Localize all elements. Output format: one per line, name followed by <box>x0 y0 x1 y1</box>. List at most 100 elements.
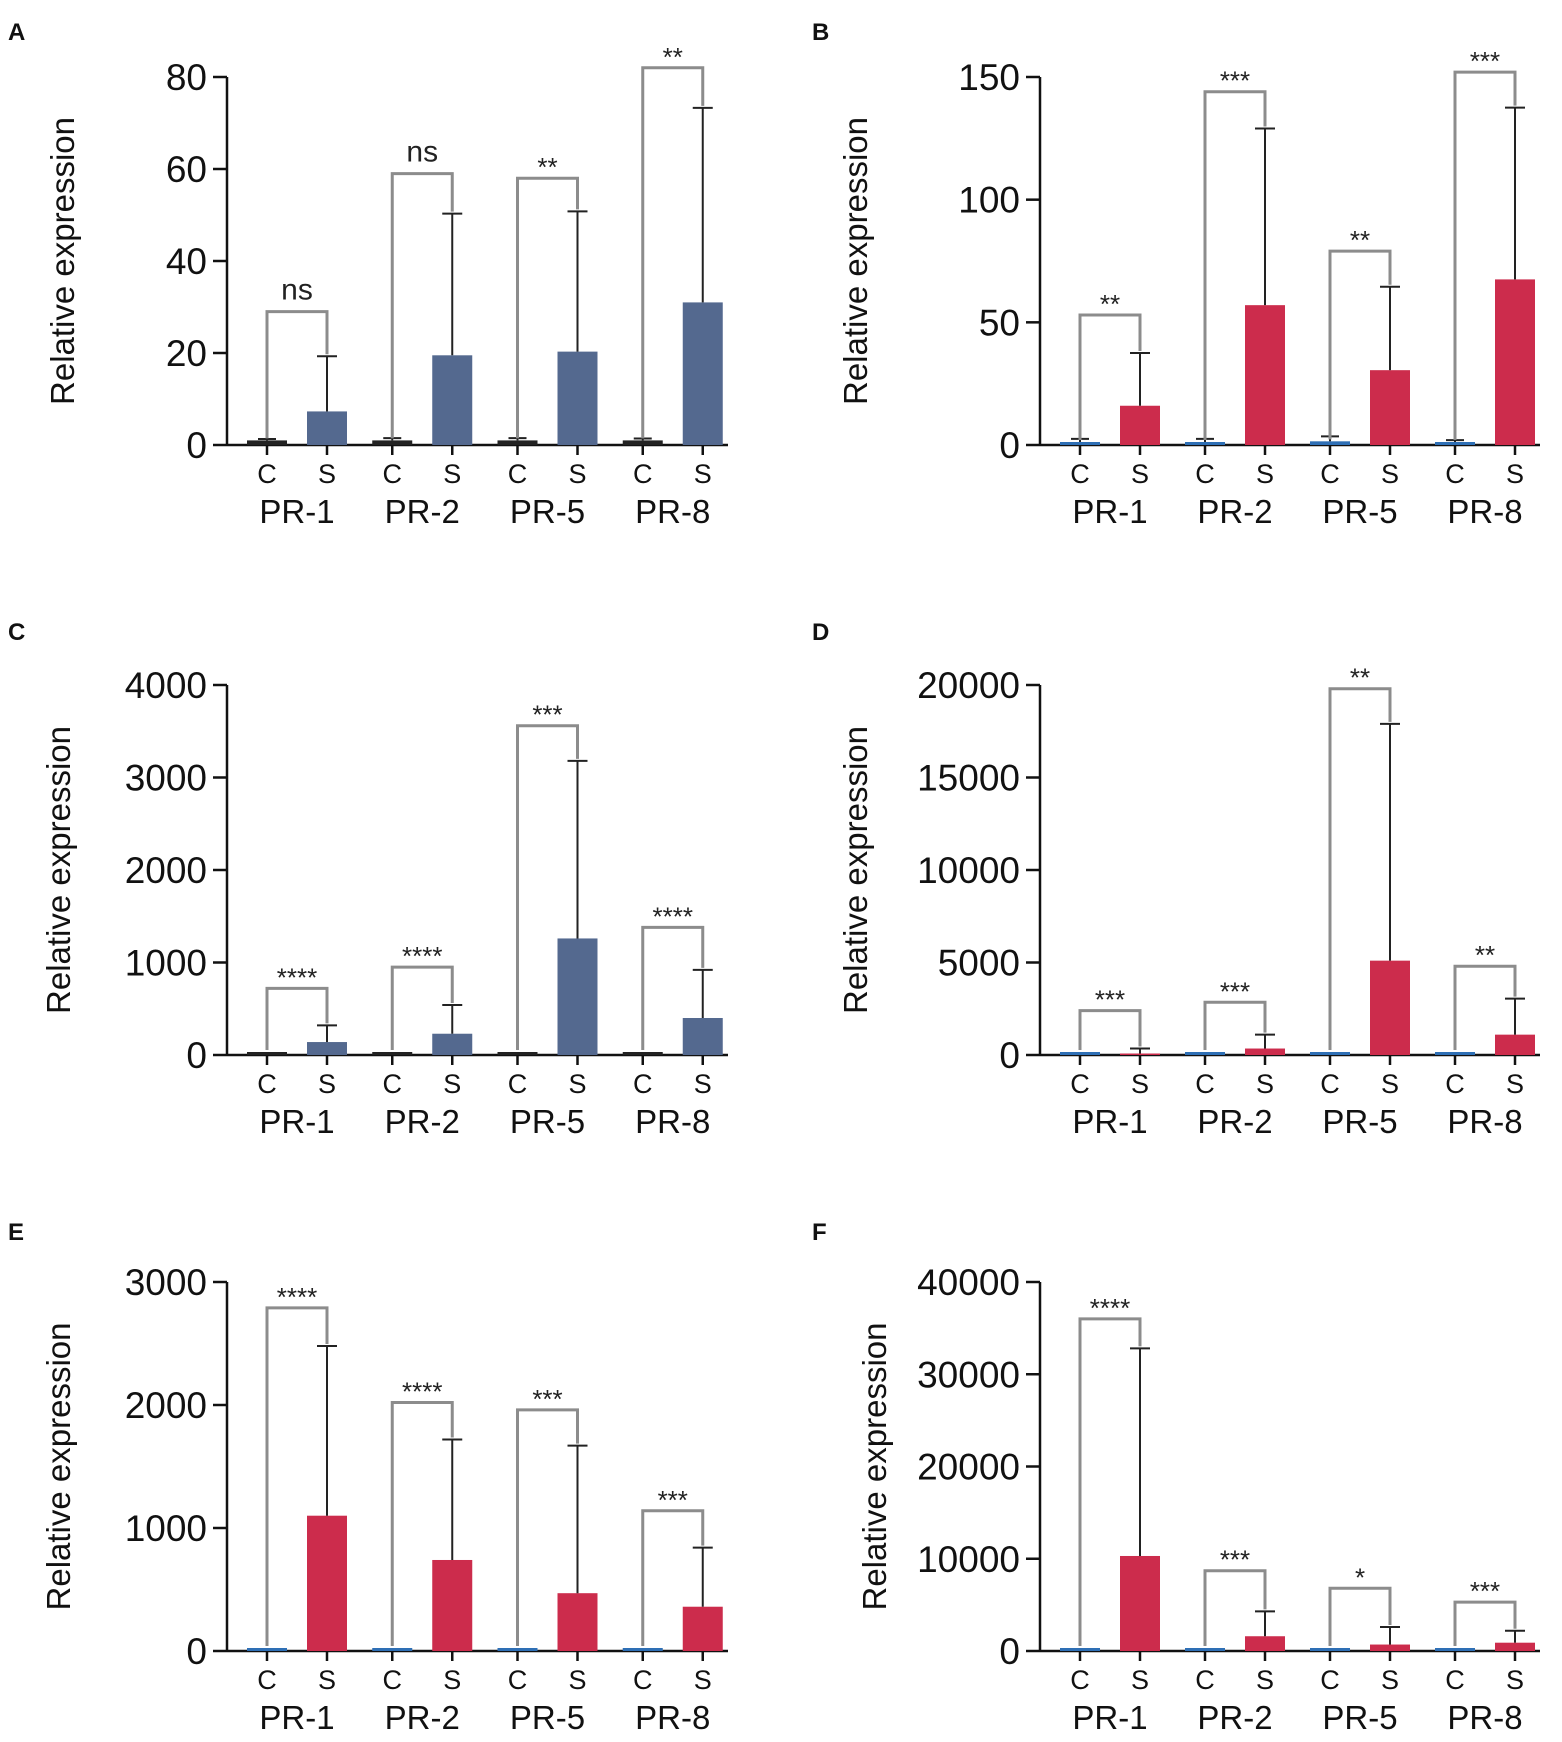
significance-bracket <box>265 986 329 1050</box>
significance-label: **** <box>277 1282 317 1312</box>
significance-label: **** <box>653 901 693 931</box>
x-label-control: C <box>1070 459 1090 489</box>
y-tick-label: 15000 <box>917 758 1020 799</box>
y-tick-label: 20000 <box>917 1447 1020 1488</box>
y-tick-label: 80 <box>166 57 207 98</box>
category-label: PR-1 <box>259 1699 334 1736</box>
category-label: PR-8 <box>635 1103 710 1140</box>
category-label: PR-1 <box>259 1103 334 1140</box>
x-label-control: C <box>633 1069 653 1099</box>
x-label-control: C <box>1445 459 1465 489</box>
significance-label: **** <box>277 962 317 992</box>
x-label-sample: S <box>1256 1069 1274 1099</box>
x-label-sample: S <box>1131 1665 1149 1695</box>
bar-control-PR-1 <box>1060 1648 1100 1651</box>
x-label-sample: S <box>694 1069 712 1099</box>
significance-bracket <box>1328 687 1392 1050</box>
x-label-control: C <box>1320 459 1340 489</box>
x-label-control: C <box>257 1069 277 1099</box>
y-tick-label: 3000 <box>125 1262 207 1303</box>
y-tick-label: 40 <box>166 241 207 282</box>
significance-label: *** <box>1470 1576 1500 1606</box>
significance-label: ** <box>1350 225 1370 255</box>
bar-control-PR-8 <box>622 1648 663 1651</box>
x-label-sample: S <box>694 1665 712 1695</box>
significance-bracket <box>1453 1600 1517 1646</box>
y-tick-label: 4000 <box>125 665 207 706</box>
category-label: PR-5 <box>1322 1699 1397 1736</box>
bar-sample-PR-1 <box>307 1042 347 1055</box>
significance-bracket <box>1203 1569 1267 1646</box>
category-label: PR-5 <box>510 1699 585 1736</box>
bar-control-PR-1 <box>1060 442 1100 445</box>
bar-sample-PR-1 <box>1120 405 1160 445</box>
bar-control-PR-5 <box>497 1648 538 1651</box>
x-label-control: C <box>383 1069 403 1099</box>
bar-sample-PR-1 <box>1120 1053 1160 1055</box>
x-label-control: C <box>1195 459 1215 489</box>
significance-label: ** <box>537 152 557 182</box>
bar-sample-PR-2 <box>432 1559 473 1651</box>
y-tick-label: 10000 <box>917 1539 1020 1580</box>
x-label-control: C <box>633 1665 653 1695</box>
category-label: PR-5 <box>510 493 585 530</box>
x-label-control: C <box>508 459 528 489</box>
x-label-sample: S <box>1381 1665 1399 1695</box>
bar-control-PR-2 <box>372 440 413 445</box>
category-label: PR-5 <box>1322 493 1397 530</box>
y-tick-label: 20 <box>166 333 207 374</box>
category-label: PR-8 <box>1447 1103 1522 1140</box>
y-tick-label: 30000 <box>917 1354 1020 1395</box>
bar-sample-PR-5 <box>557 351 598 445</box>
significance-label: ** <box>1100 289 1120 319</box>
y-tick-label: 0 <box>999 425 1020 466</box>
significance-bracket <box>516 176 579 439</box>
panel-letter: B <box>812 19 829 46</box>
bar-control-PR-1 <box>247 1052 287 1055</box>
significance-bracket <box>1453 964 1517 1050</box>
y-tick-label: 0 <box>999 1631 1020 1672</box>
x-label-sample: S <box>443 1665 461 1695</box>
x-label-sample: S <box>1506 459 1524 489</box>
y-axis-label: Relative expression <box>40 726 77 1014</box>
category-label: PR-8 <box>635 1699 710 1736</box>
bar-control-PR-5 <box>1310 1648 1350 1651</box>
x-label-sample: S <box>1381 1069 1399 1099</box>
bar-sample-PR-8 <box>1495 279 1535 445</box>
y-tick-label: 0 <box>186 1631 207 1672</box>
significance-label: *** <box>1220 66 1250 96</box>
x-label-sample: S <box>1506 1069 1524 1099</box>
significance-label: *** <box>1220 1545 1250 1575</box>
panel-letter: D <box>812 619 829 646</box>
panel-F: F Relative expression 0 10000 20000 30000 4000… <box>812 1219 1540 1736</box>
category-label: PR-1 <box>1072 1699 1147 1736</box>
category-label: PR-8 <box>635 493 710 530</box>
panel-E: E Relative expression 0 1000 2000 3000 C S PR-1 *… <box>8 1219 728 1736</box>
significance-bracket <box>516 1408 579 1646</box>
panel-letter: A <box>8 19 25 46</box>
category-label: PR-8 <box>1447 493 1522 530</box>
significance-bracket <box>1203 90 1267 440</box>
significance-label: *** <box>658 1485 688 1515</box>
y-tick-label: 0 <box>999 1035 1020 1076</box>
category-label: PR-5 <box>1322 1103 1397 1140</box>
x-label-sample: S <box>568 459 586 489</box>
bar-sample-PR-2 <box>432 1033 473 1055</box>
bar-sample-PR-2 <box>432 355 473 445</box>
bar-sample-PR-8 <box>1495 1642 1535 1651</box>
y-tick-label: 60 <box>166 149 207 190</box>
y-tick-label: 2000 <box>125 850 207 891</box>
significance-label: ns <box>281 274 313 307</box>
significance-label: * <box>1355 1562 1365 1592</box>
bar-sample-PR-5 <box>1370 960 1410 1055</box>
bar-sample-PR-5 <box>1370 1644 1410 1651</box>
x-label-control: C <box>1070 1665 1090 1695</box>
y-axis-label: Relative expression <box>40 1323 77 1611</box>
significance-bracket <box>516 724 579 1050</box>
significance-bracket <box>1078 1009 1142 1050</box>
x-label-sample: S <box>694 459 712 489</box>
bar-control-PR-8 <box>1435 1052 1475 1055</box>
